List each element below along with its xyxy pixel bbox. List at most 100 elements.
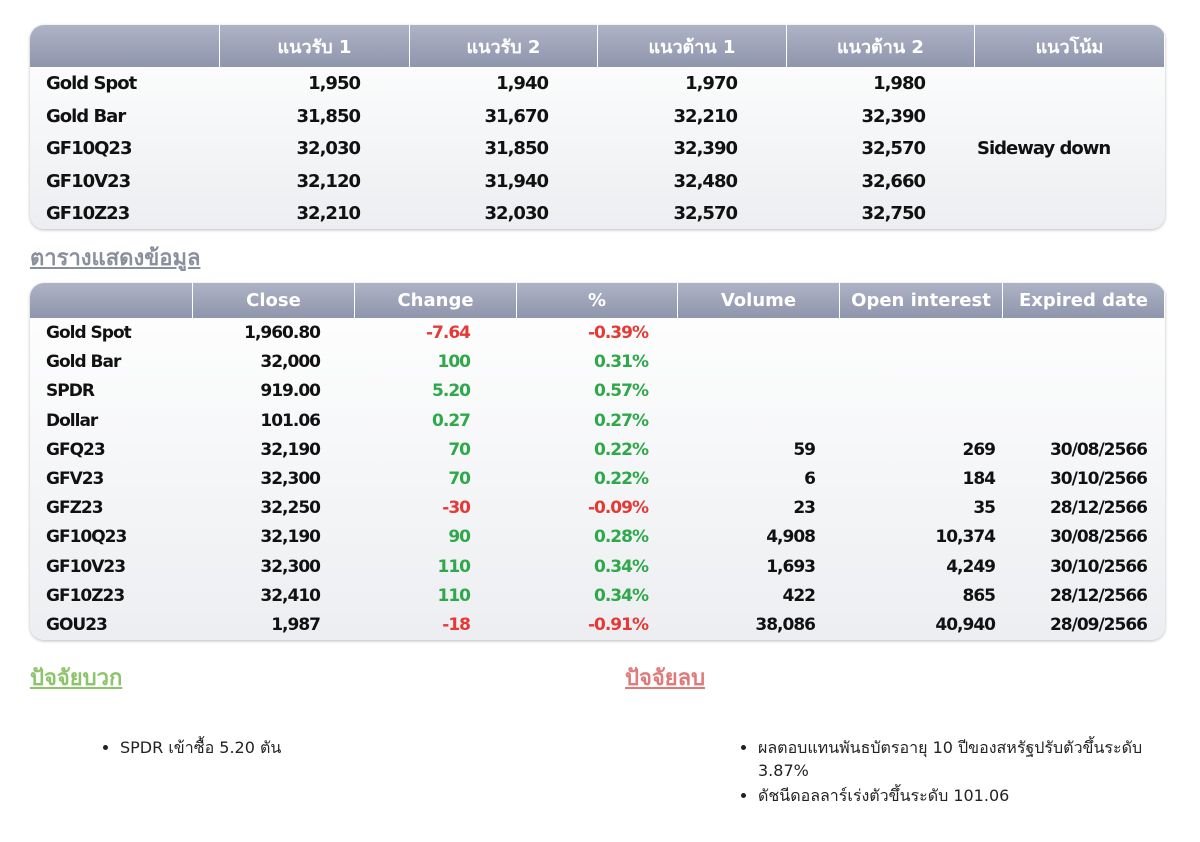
cell: 32,570 xyxy=(673,203,738,224)
row-label: Gold Bar xyxy=(46,352,121,373)
cell: 30/08/2566 xyxy=(1049,439,1148,460)
header-cell: Volume xyxy=(678,283,840,318)
positive-list: SPDR เข้าซื้อ 5.20 ตัน xyxy=(100,736,520,765)
header-cell: แนวรับ 2 xyxy=(410,25,598,67)
header-cell: Open interest xyxy=(840,283,1003,318)
header-cell: แนวต้าน 2 xyxy=(787,25,975,67)
cell: 1,987 xyxy=(271,615,321,635)
cell: 23 xyxy=(793,498,816,519)
bullet-item: ผลตอบแทนพันธบัตรอายุ 10 ปีของสหรัฐปรับตั… xyxy=(758,736,1178,780)
row-label: GF10Q23 xyxy=(46,527,127,548)
cell: -7.64 xyxy=(426,323,471,343)
cell: 4,908 xyxy=(766,527,816,548)
cell: 0.34% xyxy=(594,556,649,577)
cell: 31,670 xyxy=(484,105,549,127)
cell: 31,850 xyxy=(484,138,549,159)
header-cell: Close xyxy=(193,283,355,318)
row-label: Gold Spot xyxy=(46,323,132,343)
cell: 1,960.80 xyxy=(244,323,321,343)
cell: 40,940 xyxy=(935,615,996,635)
cell: 10,374 xyxy=(935,527,996,548)
cell: 1,950 xyxy=(308,73,361,94)
header-cell: Expired date xyxy=(1003,283,1165,318)
row-label: Gold Spot xyxy=(46,73,137,94)
cell: 6 xyxy=(804,469,816,489)
cell: 110 xyxy=(437,585,471,606)
section-title: ตารางแสดงข้อมูล xyxy=(30,246,201,271)
cell: 865 xyxy=(962,585,996,606)
cell: 32,570 xyxy=(861,138,926,159)
cell: 35 xyxy=(973,498,996,519)
cell: 919.00 xyxy=(260,381,321,402)
cell: 1,693 xyxy=(766,556,816,577)
cell: 4,249 xyxy=(946,556,996,577)
cell: -0.91% xyxy=(587,615,649,635)
cell: 28/12/2566 xyxy=(1049,585,1148,606)
cell: 28/12/2566 xyxy=(1049,498,1148,519)
header-cell: แนวโน้ม xyxy=(975,25,1165,67)
row-label: Gold Bar xyxy=(46,105,126,127)
cell: 59 xyxy=(793,439,816,460)
row-label: GFZ23 xyxy=(46,498,104,519)
cell: 32,750 xyxy=(861,203,926,224)
header-cell: % xyxy=(517,283,678,318)
cell: 1,940 xyxy=(496,73,549,94)
cell: 32,660 xyxy=(861,170,926,192)
row-label: GFV23 xyxy=(46,469,104,489)
cell: 0.28% xyxy=(594,527,649,548)
cell: 31,850 xyxy=(296,105,361,127)
cell: -0.39% xyxy=(587,323,649,343)
row-label: GF10Z23 xyxy=(46,203,130,224)
positive-title: ปัจจัยบวก xyxy=(30,666,123,691)
levels-table: แนวรับ 1 แนวรับ 2 แนวต้าน 1 แนวต้าน 2 แนวโน้… xyxy=(30,25,1165,229)
header-cell: แนวต้าน 1 xyxy=(598,25,787,67)
cell: 38,086 xyxy=(755,615,816,635)
header-cell xyxy=(30,283,193,318)
cell: 32,250 xyxy=(260,498,321,519)
trend-cell: Sideway down xyxy=(977,138,1111,159)
cell: 32,480 xyxy=(673,170,738,192)
cell: 101.06 xyxy=(260,410,321,431)
cell: 0.57% xyxy=(594,381,649,402)
cell: 32,210 xyxy=(296,203,361,224)
cell: 269 xyxy=(962,439,996,460)
cell: 32,030 xyxy=(484,203,549,224)
cell: 0.22% xyxy=(594,439,649,460)
cell: 30/10/2566 xyxy=(1049,469,1148,489)
bullet-item: SPDR เข้าซื้อ 5.20 ตัน xyxy=(120,736,520,761)
negative-list: ผลตอบแทนพันธบัตรอายุ 10 ปีของสหรัฐปรับตั… xyxy=(738,736,1178,813)
cell: -18 xyxy=(442,615,471,635)
cell: 32,410 xyxy=(260,585,321,606)
cell: 32,030 xyxy=(296,138,361,159)
cell: 0.22% xyxy=(594,469,649,489)
bullet-item: ดัชนีดอลลาร์เร่งตัวขึ้นระดับ 101.06 xyxy=(758,784,1178,809)
cell: 31,940 xyxy=(484,170,549,192)
data-table: Close Change% Volume Open interest Expired d… xyxy=(30,283,1165,640)
cell: 32,300 xyxy=(260,556,321,577)
cell: 32,000 xyxy=(260,352,321,373)
row-label: GFQ23 xyxy=(46,439,106,460)
cell: 32,390 xyxy=(673,138,738,159)
cell: 90 xyxy=(448,527,471,548)
header-cell xyxy=(30,25,220,67)
row-label: Dollar xyxy=(46,410,98,431)
negative-title: ปัจจัยลบ xyxy=(625,666,706,691)
cell: 30/08/2566 xyxy=(1049,527,1148,548)
cell: 0.27 xyxy=(432,410,471,431)
cell: 28/09/2566 xyxy=(1049,615,1148,635)
header-cell: แนวรับ 1 xyxy=(220,25,410,67)
cell: 32,300 xyxy=(260,469,321,489)
cell: 0.27% xyxy=(594,410,649,431)
cell: -0.09% xyxy=(587,498,649,519)
cell: 1,980 xyxy=(873,73,926,94)
cell: 30/10/2566 xyxy=(1049,556,1148,577)
row-label: GF10V23 xyxy=(46,170,131,192)
cell: 70 xyxy=(448,469,471,489)
cell: 70 xyxy=(448,439,471,460)
cell: 0.34% xyxy=(594,585,649,606)
cell: 5.20 xyxy=(432,381,471,402)
cell: -30 xyxy=(442,498,471,519)
cell: 184 xyxy=(962,469,996,489)
row-label: GF10V23 xyxy=(46,556,126,577)
